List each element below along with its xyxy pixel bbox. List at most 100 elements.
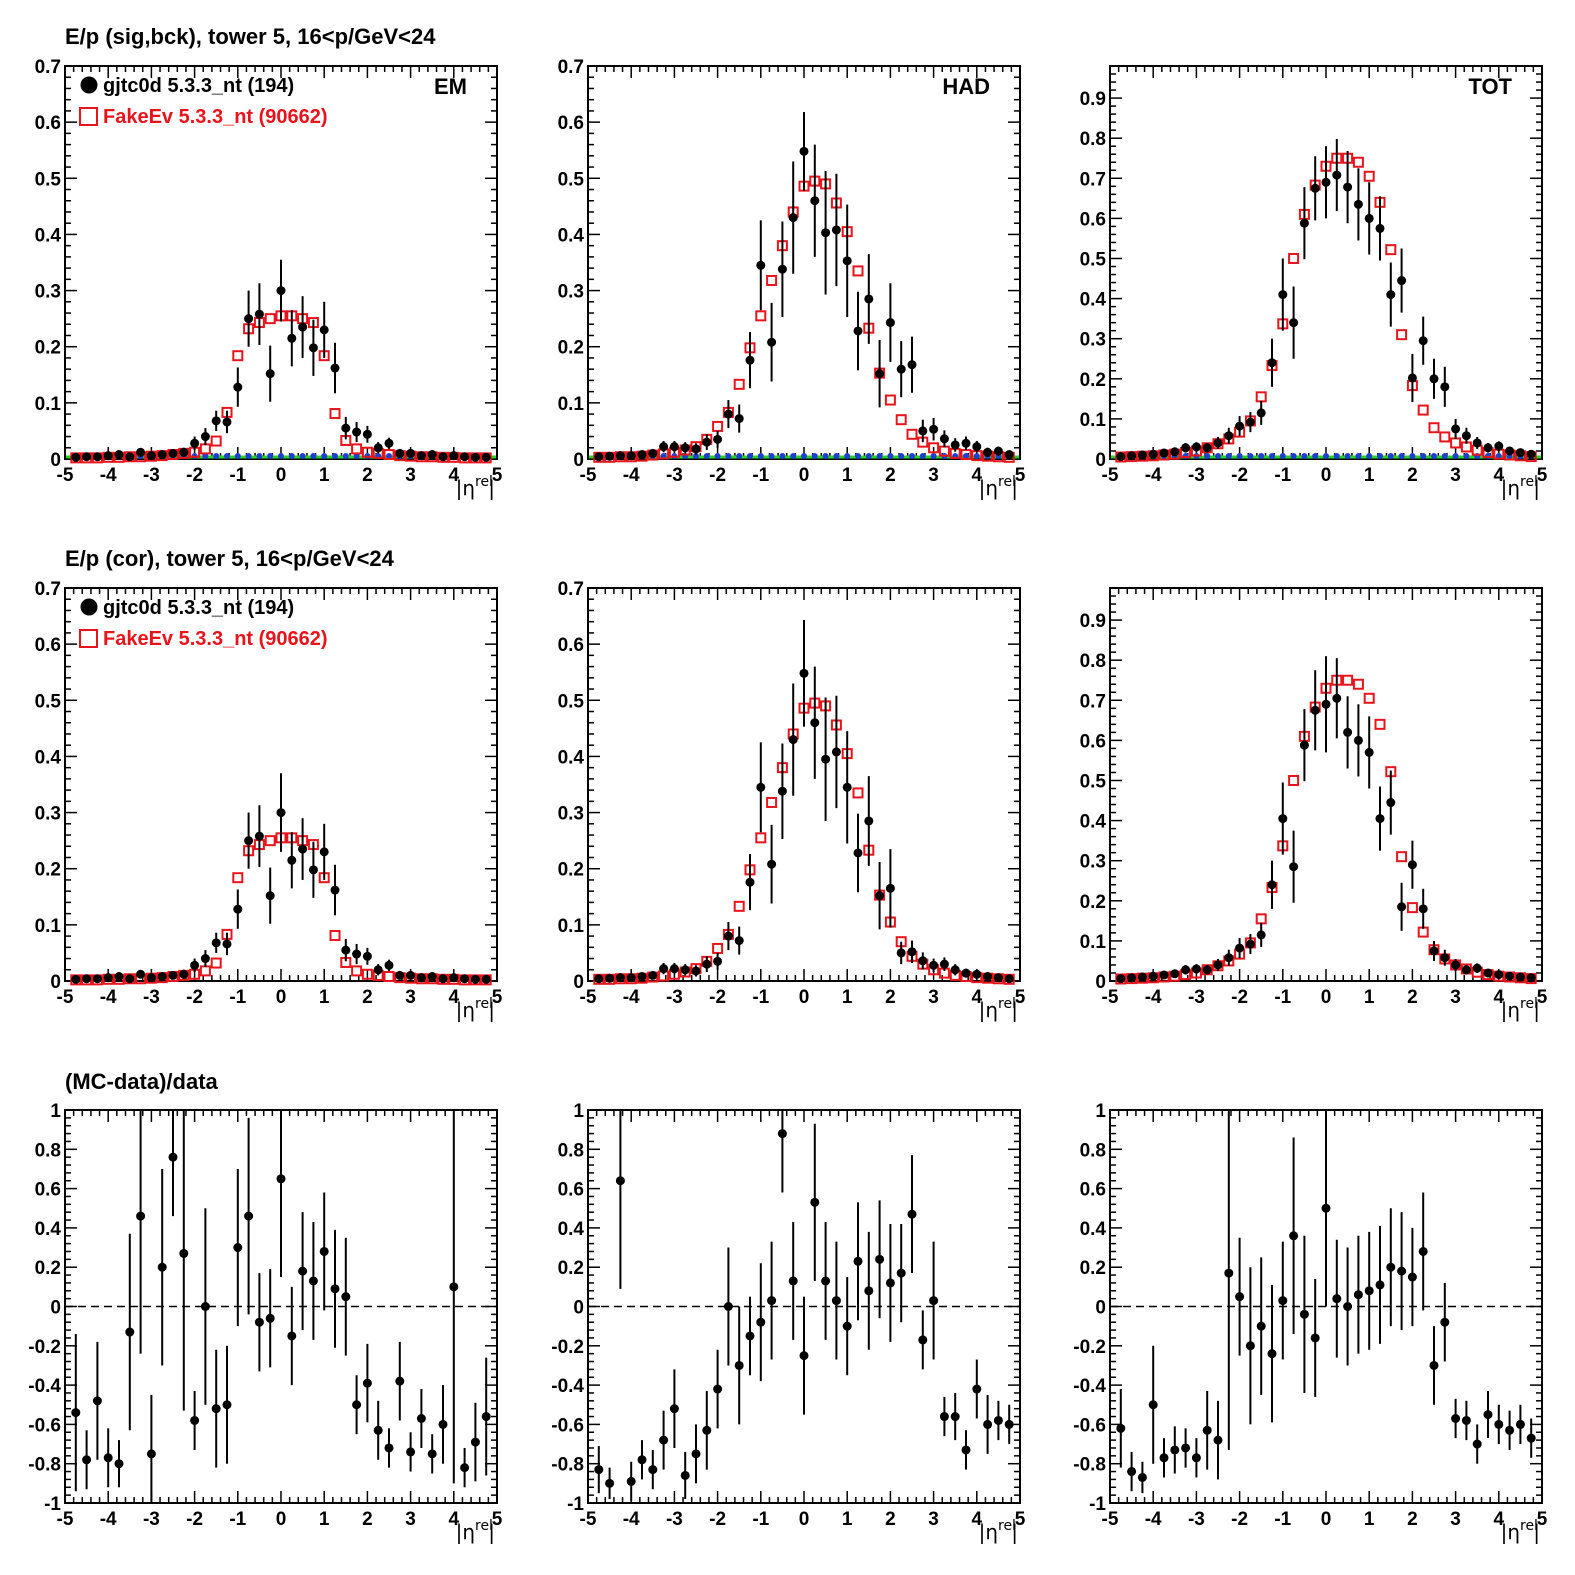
chart-3-data-point [460,974,470,984]
chart-7-data-point [929,1296,939,1306]
chart-3-xtick-label: -5 [57,987,74,1008]
chart-3-xtick-label: 4 [449,987,460,1008]
chart-2-data-point [1407,373,1417,383]
chart-8-xtick-label: 3 [1450,1509,1461,1530]
chart-2-mc-point [1255,391,1267,403]
chart-1-data-point [853,326,863,336]
chart-2-xtick-label: 5 [1537,465,1548,486]
chart-0-xtick-label: -1 [229,465,246,486]
chart-8-ytick-label: 0.6 [1080,1180,1106,1201]
chart-3-data-point [82,974,92,984]
chart-8-xtick-label: -1 [1274,1509,1291,1530]
chart-1-data-point [669,442,679,452]
chart-5-data-point [1235,943,1245,953]
chart-7-ytick-label: -0.2 [551,1337,584,1358]
chart-3-data-point [373,965,383,975]
chart-1-background-point [725,453,732,459]
chart-5-data-point [1278,814,1288,824]
chart-0-background-point [224,453,230,459]
chart-4-data-point [756,782,766,792]
chart-2-data-point [1505,446,1515,456]
chart-3-data-point [211,938,221,948]
chart-0-mc-point [199,443,211,455]
chart-8-data-point [1267,1349,1277,1359]
chart-0-mc-point [351,443,363,455]
chart-2-ytick-label: 0.8 [1080,129,1106,150]
chart-2-background-point [1312,453,1319,459]
chart-1-background-point [887,453,894,459]
chart-8-data-point [1256,1321,1266,1331]
chart-0-background-point [213,453,220,459]
chart-1-data-point [972,442,982,452]
chart-0-xtick-label: -4 [100,465,117,486]
chart-6-data-point [438,1419,448,1429]
chart-1-data-point [950,440,960,450]
chart-2-mc-point [1439,431,1451,443]
chart-7-xaxis-label: |η [979,1520,998,1544]
chart-2-data-point [1375,223,1385,233]
chart-8-ytick-label: 0.4 [1080,1219,1107,1240]
chart-0-legend-mc-label: FakeEv 5.3.3_nt (90662) [103,106,328,128]
chart-5-data-point [1407,860,1417,870]
chart-1-data-point [831,225,841,235]
chart-0-xtick-label: -5 [57,465,74,486]
chart-2-data-point [1461,431,1471,441]
chart-0-xtick-label: 3 [405,465,416,486]
chart-1-mc-point [895,414,907,426]
chart-2-ytick-label: 0.6 [1080,209,1106,230]
chart-4-data-point [734,936,744,946]
chart-2-xtick-label: -3 [1188,465,1205,486]
chart-7-xaxis-label-sup: rel [998,1518,1016,1534]
chart-8-data-point [1526,1433,1536,1443]
chart-5-data-point [1181,965,1191,975]
chart-1-xtick-label: 4 [972,465,983,486]
chart-2-ytick-label: 0.1 [1080,410,1107,431]
chart-8-data-point [1483,1410,1493,1420]
chart-0-data-point [287,333,297,343]
chart-1-data-point [875,369,885,379]
chart-0-ytick-label: 0.1 [35,394,62,415]
chart-1-data-point [788,213,798,223]
chart-8-ytick-label: -0.8 [1073,1455,1106,1476]
chart-1-data-point [821,228,831,238]
chart-6-ytick-label: 0 [50,1298,61,1319]
chart-5-data-point [1397,902,1407,912]
chart-5-mc-point [1288,774,1300,786]
chart-5-data-point [1461,965,1471,975]
chart-4-data-point [723,931,733,941]
chart-1-background-point [714,453,721,459]
chart-2-data-point [1137,450,1147,460]
chart-0-background-point [202,453,209,459]
chart-6-data-point [406,1447,416,1457]
chart-7-data-point [972,1384,982,1394]
chart-6-xtick-label: 3 [405,1509,416,1530]
chart-2-background-point [1463,453,1470,459]
chart-5-data-point [1526,973,1536,983]
chart-5-data-point [1213,960,1223,970]
chart-1-data-point [939,434,949,444]
chart-5-data-point [1224,953,1234,963]
chart-6-data-point [92,1396,102,1406]
chart-2-data-point [1235,421,1245,431]
chart-1-xtick-label: -1 [752,465,769,486]
chart-2-data-point [1364,213,1374,223]
chart-5-ytick-label: 0.1 [1080,932,1107,953]
chart-2-background-point [1366,453,1373,459]
chart-6-data-point [330,1284,340,1294]
chart-3-data-point [406,970,416,980]
chart-4-data-point [713,956,723,966]
chart-2-background-point [1409,453,1416,459]
chart-4-xtick-label: -5 [580,987,597,1008]
chart-1-background-point [790,453,797,459]
chart-6-data-point [136,1211,146,1221]
chart-7-data-point [615,1176,625,1186]
chart-6-data-point [470,1437,480,1447]
chart-5-data-point [1418,904,1428,914]
chart-8-ytick-label: 1 [1095,1101,1106,1122]
chart-3-legend-mc-marker [79,629,98,648]
chart-2-background-point [1279,453,1286,459]
chart-2-background-point [1269,453,1275,459]
chart-1-background-point [909,453,915,459]
chart-0-data-point [254,309,264,319]
chart-8-xtick-label: -4 [1145,1509,1162,1530]
